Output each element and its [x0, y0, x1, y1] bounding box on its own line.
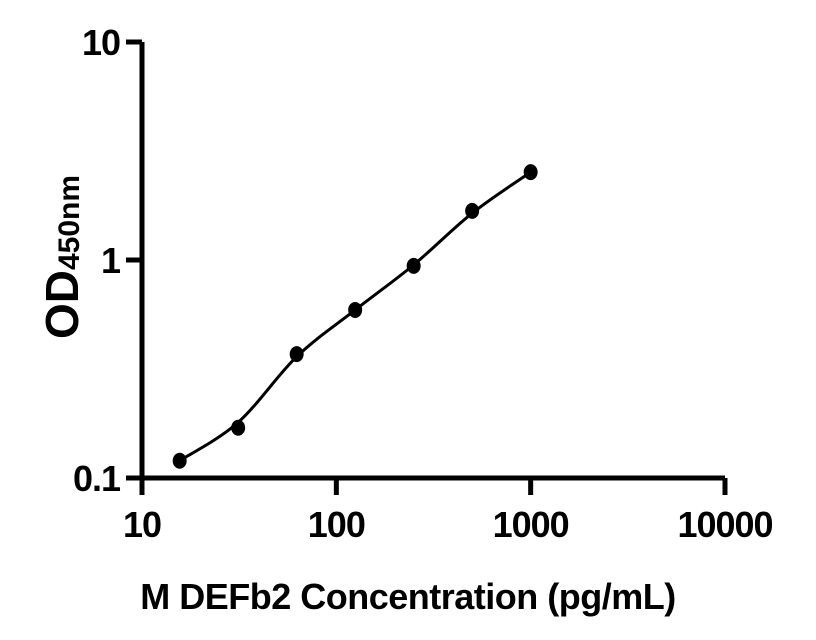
y-tick-label: 0.1 — [73, 458, 121, 499]
y-axis-title-subscript: 450nm — [53, 174, 86, 271]
x-tick-label: 10 — [123, 504, 161, 545]
x-tick-label: 100 — [308, 504, 365, 545]
data-point-marker — [406, 257, 421, 274]
data-point-marker — [289, 346, 304, 363]
x-axis-title: M DEFb2 Concentration (pg/mL) — [140, 576, 676, 617]
data-point-marker — [523, 164, 538, 181]
data-point-marker — [231, 419, 246, 436]
data-point-marker — [348, 301, 363, 318]
data-point-marker — [172, 452, 187, 469]
y-axis-ticks — [126, 39, 142, 481]
x-tick-label: 10000 — [677, 504, 772, 545]
x-tick-label: 1000 — [493, 504, 569, 545]
y-tick-label: 1 — [101, 240, 121, 281]
y-axis-title: OD 450nm — [35, 147, 91, 367]
axes-frame — [139, 42, 725, 481]
data-point-marker — [465, 202, 480, 219]
y-axis-title-main: OD — [36, 270, 88, 340]
x-axis-ticks — [139, 478, 728, 495]
y-tick-label: 10 — [82, 22, 120, 63]
